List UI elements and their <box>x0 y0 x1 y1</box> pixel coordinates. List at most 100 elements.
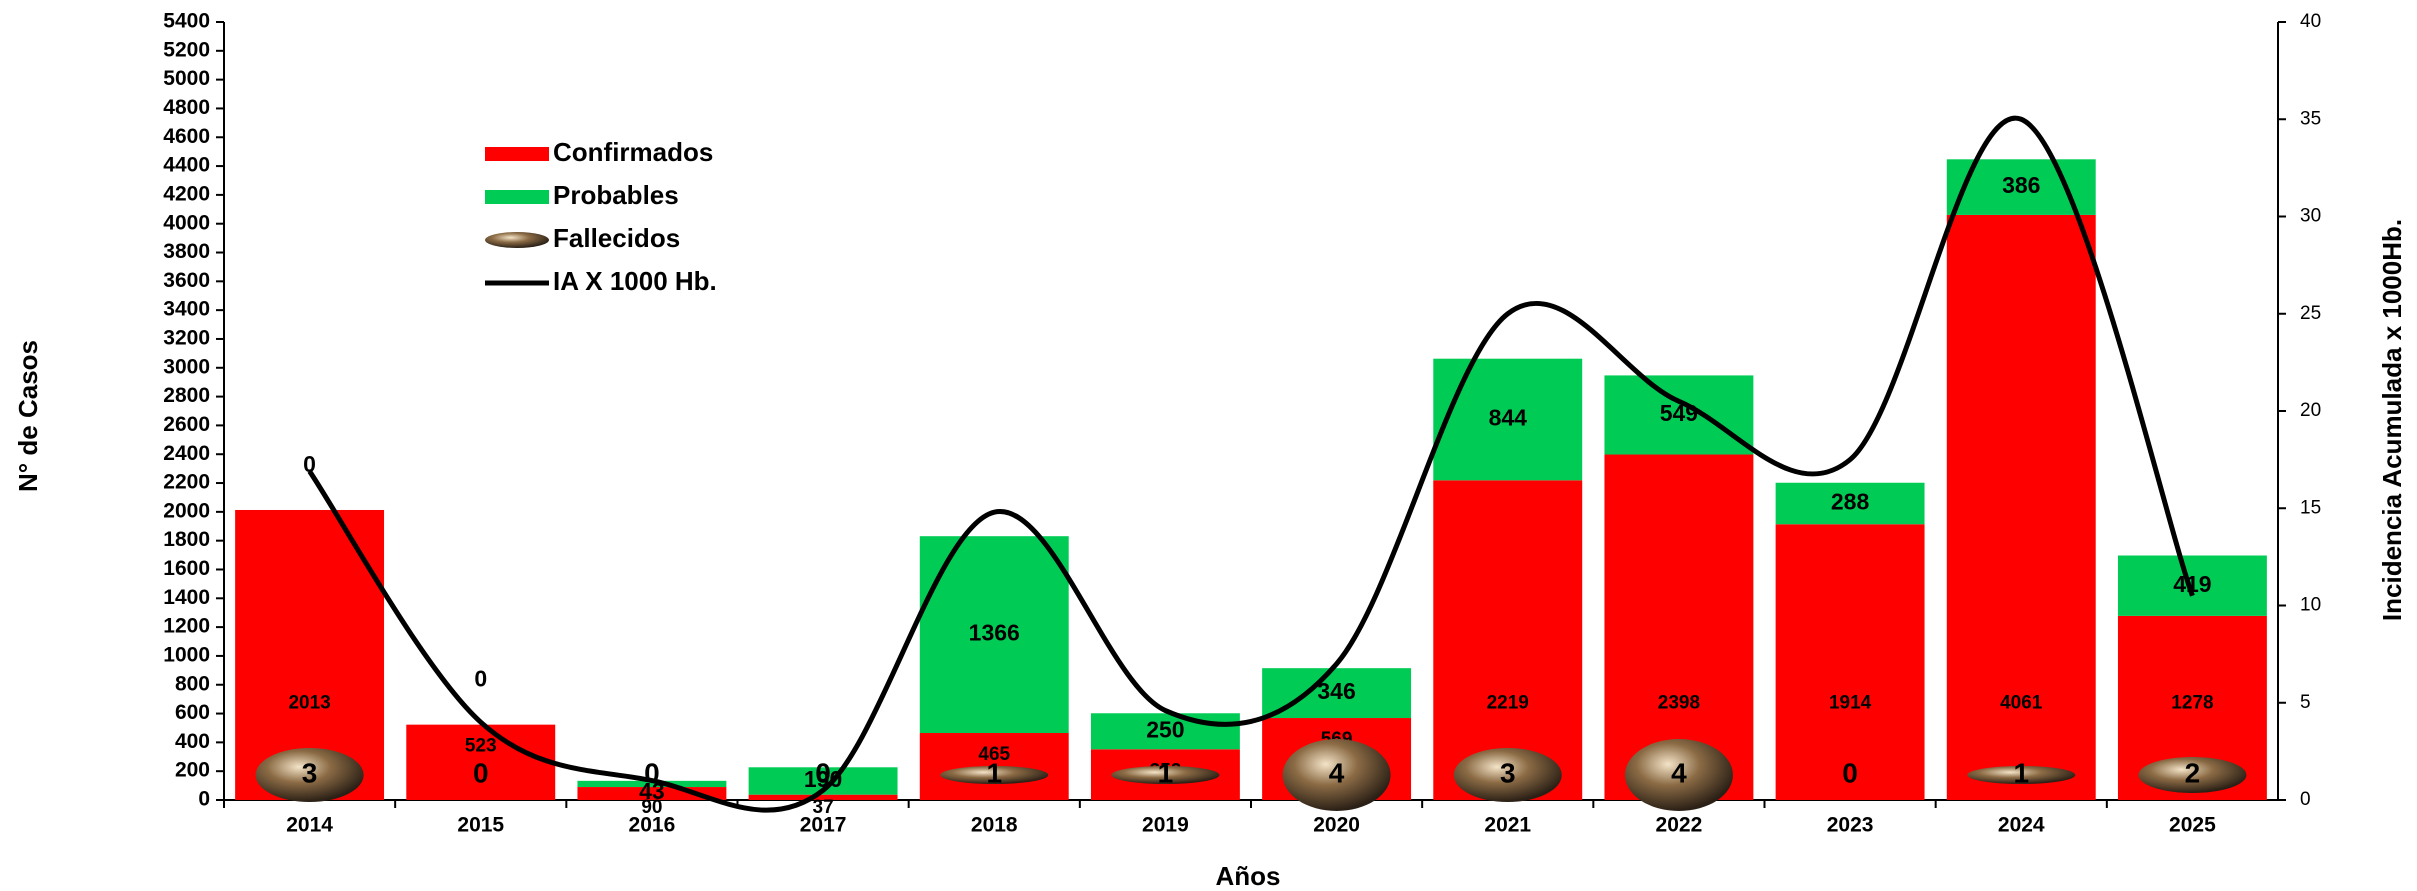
y-tick-label: 3600 <box>163 269 210 292</box>
y-tick-label: 4400 <box>163 154 210 177</box>
data-label: 288 <box>1831 489 1870 515</box>
y-tick-label: 5400 <box>163 10 210 33</box>
y2-tick-label: 35 <box>2300 108 2321 129</box>
death-marker <box>2138 757 2247 793</box>
death-label: 2 <box>2185 757 2201 788</box>
y-tick-label: 1800 <box>163 528 210 551</box>
y-axis-title: N° de Casos <box>13 340 43 492</box>
death-label: 0 <box>473 757 489 788</box>
death-label: 1 <box>1158 757 1174 788</box>
data-label: 844 <box>1489 405 1528 431</box>
y-tick-label: 3800 <box>163 240 210 263</box>
data-label: 2013 <box>288 693 330 714</box>
y-tick-label: 3000 <box>163 355 210 378</box>
ia-line <box>307 115 2195 813</box>
y2-tick-label: 40 <box>2300 11 2321 32</box>
bar-segment <box>1775 524 1925 800</box>
y-tick-label: 1200 <box>163 615 210 638</box>
data-label: 37 <box>813 797 834 818</box>
x-tick-label: 2019 <box>1142 814 1189 837</box>
x-tick-label: 2023 <box>1827 814 1874 837</box>
death-label: 3 <box>302 757 318 788</box>
death-marker <box>1967 766 2076 784</box>
y2-tick-label: 5 <box>2300 692 2311 713</box>
data-label: 90 <box>641 797 662 818</box>
x-tick-label: 2020 <box>1313 814 1360 837</box>
death-marker <box>940 766 1049 784</box>
death-label: 0 <box>815 757 831 788</box>
legend-swatch <box>485 232 549 248</box>
x-tick-label: 2025 <box>2169 814 2216 837</box>
death-label: 4 <box>1671 757 1687 788</box>
data-label: 2398 <box>1658 693 1700 714</box>
data-label: 346 <box>1317 678 1355 704</box>
y-tick-label: 3200 <box>163 327 210 350</box>
bar-segment <box>1433 358 1583 481</box>
x-tick-label: 2021 <box>1484 814 1531 837</box>
data-label: 523 <box>465 736 497 757</box>
y2-tick-label: 10 <box>2300 595 2321 616</box>
death-label: 3 <box>1500 757 1516 788</box>
y-tick-label: 5000 <box>163 67 210 90</box>
legend-label: IA X 1000 Hb. <box>553 266 717 296</box>
y-tick-label: 2600 <box>163 413 210 436</box>
y-tick-label: 800 <box>175 672 210 695</box>
legend-label: Fallecidos <box>553 223 680 253</box>
y-tick-label: 4000 <box>163 211 210 234</box>
y2-tick-label: 25 <box>2300 303 2321 324</box>
x-tick-label: 2016 <box>629 814 676 837</box>
death-marker <box>1453 748 1562 802</box>
data-label: 0 <box>474 666 487 692</box>
death-label: 4 <box>1329 757 1345 788</box>
x-tick-label: 2022 <box>1656 814 1703 837</box>
y-tick-label: 3400 <box>163 298 210 321</box>
bar-segment <box>748 794 898 800</box>
death-marker <box>1111 766 1220 784</box>
data-label: 1914 <box>1829 693 1872 714</box>
data-label: 1278 <box>2171 693 2213 714</box>
x-tick-label: 2017 <box>800 814 847 837</box>
y-tick-label: 4600 <box>163 125 210 148</box>
bar-segment <box>2117 555 2267 616</box>
x-axis-title: Años <box>1216 861 1281 891</box>
legend-swatch <box>485 190 549 204</box>
bar-segment <box>1433 480 1583 800</box>
y2-tick-label: 30 <box>2300 206 2321 227</box>
y-tick-label: 4200 <box>163 182 210 205</box>
y-tick-label: 1600 <box>163 557 210 580</box>
x-tick-label: 2014 <box>286 814 333 837</box>
data-label: 250 <box>1146 716 1184 742</box>
x-tick-label: 2024 <box>1998 814 2045 837</box>
y-tick-label: 4800 <box>163 96 210 119</box>
y-tick-label: 2000 <box>163 499 210 522</box>
bar-segment <box>577 780 727 788</box>
bar-segment <box>1775 482 1925 525</box>
death-marker <box>255 748 364 802</box>
bar-segment <box>1946 214 2096 801</box>
y-tick-label: 1000 <box>163 643 210 666</box>
data-label: 0 <box>303 451 316 477</box>
death-marker <box>1282 739 1391 811</box>
y2-tick-label: 15 <box>2300 497 2321 518</box>
data-label: 2219 <box>1487 693 1529 714</box>
x-tick-label: 2015 <box>457 814 504 837</box>
death-label: 1 <box>986 757 1002 788</box>
death-marker <box>1624 739 1733 811</box>
y-tick-label: 400 <box>175 730 210 753</box>
y2-tick-label: 20 <box>2300 400 2321 421</box>
y-tick-label: 5200 <box>163 38 210 61</box>
y-tick-label: 200 <box>175 759 210 782</box>
y-tick-label: 2400 <box>163 442 210 465</box>
bar-segment <box>406 724 556 800</box>
legend-label: Probables <box>553 180 679 210</box>
data-label: 386 <box>2002 172 2040 198</box>
y2-axis-title: Incidencia Acumulada x 1000Hb. <box>2377 219 2407 621</box>
legend-label: Confirmados <box>553 137 713 167</box>
death-label: 0 <box>1842 757 1858 788</box>
legend-swatch <box>485 147 549 161</box>
x-tick-label: 2018 <box>971 814 1018 837</box>
death-label: 1 <box>2013 757 2029 788</box>
y-tick-label: 600 <box>175 701 210 724</box>
bar-segment <box>1604 375 1754 455</box>
